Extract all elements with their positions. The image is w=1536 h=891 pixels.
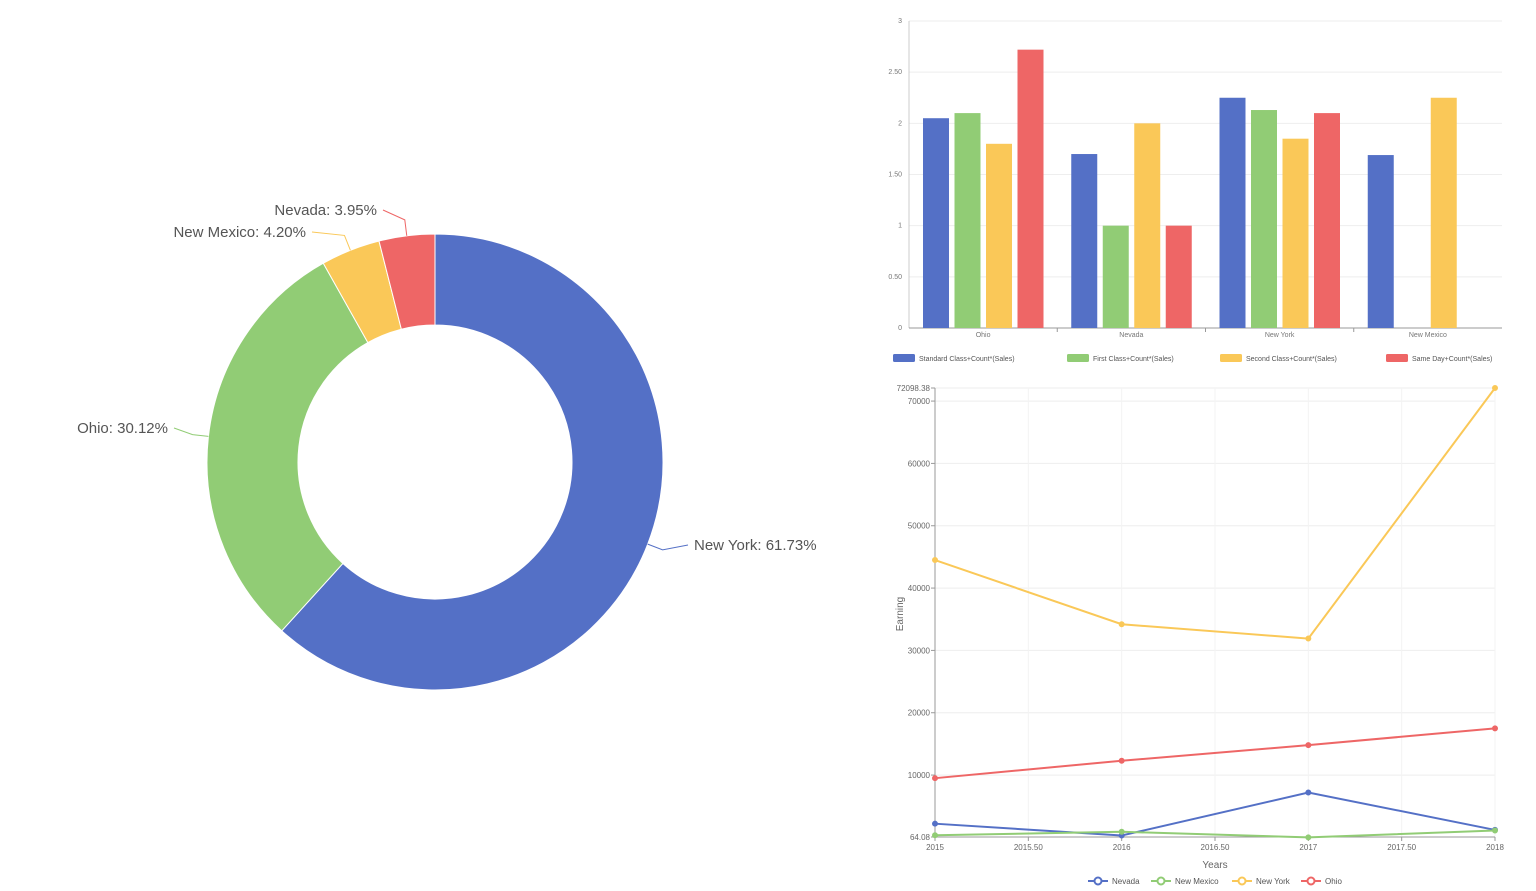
bar-legend-swatch-1 bbox=[893, 354, 915, 362]
line-x-tick-label: 2017 bbox=[1299, 843, 1317, 852]
bar-y-tick-label: 0.50 bbox=[888, 274, 902, 281]
line-series-new-york bbox=[934, 387, 1496, 640]
line-point-ohio bbox=[1305, 742, 1312, 749]
line-legend-label-1: Nevada bbox=[1112, 877, 1140, 886]
line-point-ohio bbox=[1118, 757, 1125, 764]
line-series-nevada bbox=[934, 791, 1496, 837]
line-series-ohio bbox=[934, 727, 1496, 780]
line-point-new-mexico bbox=[1305, 834, 1312, 841]
line-y-tick-label: 60000 bbox=[908, 459, 931, 468]
bar-y-tick-label: 3 bbox=[898, 18, 902, 25]
line-point-new-york bbox=[932, 557, 938, 564]
donut-label-new-york: New York: 61.73% bbox=[694, 537, 817, 554]
line-series-new-mexico bbox=[934, 829, 1496, 839]
line-x-tick-label: 2015.50 bbox=[1014, 843, 1043, 852]
line-point-new-york bbox=[1492, 385, 1498, 391]
bar-new-york-second-class-count-sales bbox=[1282, 138, 1309, 328]
line-x-tick-label: 2016 bbox=[1113, 843, 1131, 852]
bar-legend-swatch-4 bbox=[1386, 354, 1408, 362]
bar-nevada-first-class-count-sales bbox=[1102, 225, 1129, 328]
line-point-new-mexico bbox=[1118, 828, 1125, 835]
donut-leader-new-york bbox=[647, 543, 689, 551]
line-y-tick-label: 72098.38 bbox=[897, 384, 931, 393]
donut-leader-nevada bbox=[382, 209, 408, 236]
line-x-tick-label: 2016.50 bbox=[1201, 843, 1230, 852]
line-x-tick-label: 2017.50 bbox=[1387, 843, 1416, 852]
bar-x-tick-label: Nevada bbox=[1119, 332, 1143, 339]
line-legend-marker-4 bbox=[1306, 876, 1316, 886]
bar-new-york-standard-class-count-sales bbox=[1219, 97, 1246, 328]
line-chart: 64.08 10000 20000 30000 40000 50000 60000 70000… bbox=[895, 384, 1504, 886]
bar-legend-label-1: Standard Class+Count*(Sales) bbox=[919, 356, 1015, 363]
line-y-tick-label: 10000 bbox=[908, 771, 931, 780]
line-x-tick-label: 2018 bbox=[1486, 843, 1504, 852]
bar-y-tick-label: 1 bbox=[898, 223, 902, 230]
line-legend-marker-1 bbox=[1093, 876, 1103, 886]
bar-nevada-same-day-count-sales bbox=[1165, 225, 1192, 328]
line-x-axis-title: Years bbox=[1202, 860, 1227, 871]
bar-ohio-same-day-count-sales bbox=[1017, 49, 1044, 329]
bar-new-york-same-day-count-sales bbox=[1314, 113, 1340, 328]
line-legend-label-3: New York bbox=[1256, 877, 1291, 886]
bar-x-tick-label: Ohio bbox=[976, 332, 991, 339]
bar-new-york-first-class-count-sales bbox=[1251, 110, 1277, 328]
bar-ohio-second-class-count-sales bbox=[986, 143, 1012, 328]
line-legend-label-2: New Mexico bbox=[1175, 877, 1219, 886]
line-y-tick-label: 30000 bbox=[908, 646, 931, 655]
line-legend-label-4: Ohio bbox=[1325, 877, 1342, 886]
bar-y-tick-label: 0 bbox=[898, 325, 902, 332]
bar-nevada-second-class-count-sales bbox=[1134, 123, 1161, 328]
bar-new-mexico-second-class-count-sales bbox=[1430, 97, 1457, 328]
line-point-nevada bbox=[1305, 789, 1312, 796]
bar-y-tick-label: 2 bbox=[898, 120, 902, 127]
bar-legend-swatch-2 bbox=[1067, 354, 1089, 362]
bar-y-tick-label: 1.50 bbox=[888, 172, 902, 179]
donut-slice-new-york bbox=[281, 233, 664, 691]
bar-x-tick-label: New York bbox=[1265, 332, 1295, 339]
bar-y-tick-label: 2.50 bbox=[888, 69, 902, 76]
donut-slice-nevada bbox=[378, 233, 436, 330]
bar-legend-label-2: First Class+Count*(Sales) bbox=[1093, 356, 1174, 363]
line-legend-marker-2 bbox=[1156, 876, 1166, 886]
donut-label-new-mexico: New Mexico: 4.20% bbox=[173, 224, 306, 241]
donut-leader-ohio bbox=[173, 427, 209, 437]
bar-legend-label-3: Second Class+Count*(Sales) bbox=[1246, 356, 1337, 363]
line-point-ohio bbox=[1492, 725, 1498, 732]
donut-leader-new-mexico bbox=[311, 231, 351, 251]
bar-new-mexico-standard-class-count-sales bbox=[1367, 155, 1394, 328]
donut-label-ohio: Ohio: 30.12% bbox=[77, 420, 168, 437]
line-y-tick-label: 70000 bbox=[908, 397, 931, 406]
line-point-ohio bbox=[932, 775, 938, 782]
bar-ohio-standard-class-count-sales bbox=[923, 118, 949, 328]
line-y-axis-title: Earning bbox=[895, 597, 906, 631]
line-point-nevada bbox=[932, 820, 938, 827]
line-point-new-york bbox=[1305, 635, 1312, 642]
bar-nevada-standard-class-count-sales bbox=[1071, 154, 1098, 328]
line-x-tick-label: 2015 bbox=[926, 843, 944, 852]
line-y-tick-label: 20000 bbox=[908, 709, 931, 718]
donut-label-nevada: Nevada: 3.95% bbox=[274, 202, 377, 219]
line-point-new-mexico bbox=[1492, 827, 1498, 834]
bar-legend-label-4: Same Day+Count*(Sales) bbox=[1412, 356, 1492, 363]
line-y-tick-label: 64.08 bbox=[910, 833, 931, 842]
line-point-new-mexico bbox=[932, 832, 938, 839]
donut-chart: New York: 61.73% Ohio: 30.12% New Mexico: … bbox=[77, 202, 817, 691]
bar-legend-swatch-3 bbox=[1220, 354, 1242, 362]
line-y-tick-label: 40000 bbox=[908, 584, 931, 593]
donut-slice-ohio bbox=[206, 262, 369, 632]
bar-ohio-first-class-count-sales bbox=[954, 113, 981, 328]
line-legend-marker-3 bbox=[1237, 876, 1247, 886]
bar-x-tick-label: New Mexico bbox=[1409, 332, 1447, 339]
line-point-new-york bbox=[1118, 621, 1125, 628]
line-y-tick-label: 50000 bbox=[908, 522, 931, 531]
bar-chart: 0 0.50 1 1.50 2 2.50 3 Ohio Nevada New York New Me… bbox=[888, 18, 1502, 363]
